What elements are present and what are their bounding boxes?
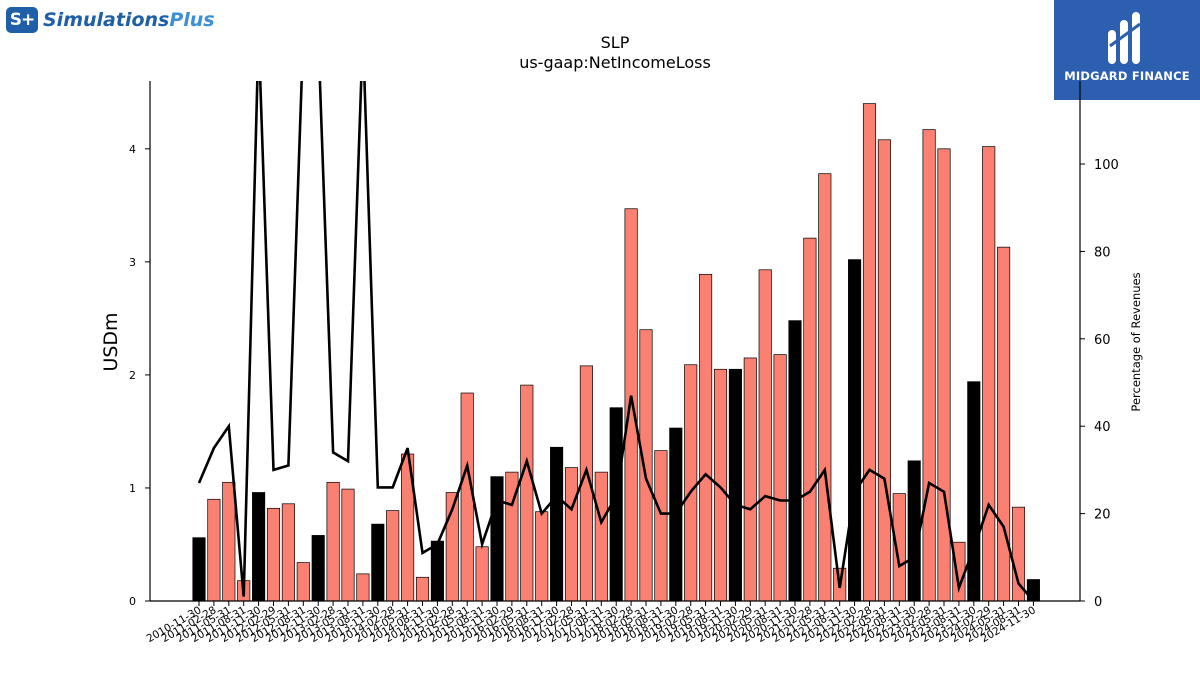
y2-axis-label: Percentage of Revenues <box>1129 272 1143 411</box>
y-tick-label-3: 3 <box>129 256 136 269</box>
bar-2011-11-30 <box>252 492 266 602</box>
bar-2012-02-29 <box>266 507 281 602</box>
y-tick-label-4: 4 <box>129 143 136 156</box>
bar-2015-05-31 <box>460 392 474 602</box>
midgard-finance-logo-text: MIDGARD FINANCE <box>1064 69 1190 83</box>
bar-2018-02-28 <box>624 208 638 602</box>
bar-2014-02-28 <box>386 510 400 602</box>
y-axis-label: USDm <box>100 312 122 371</box>
simulations-plus-logo: S+ SimulationsPlus <box>6 6 215 34</box>
axes: 012340204060801002010-11-302011-02-28201… <box>129 81 1119 645</box>
y2-tick-label-20: 20 <box>1094 508 1111 523</box>
y2-tick-label-80: 80 <box>1094 245 1111 260</box>
bar-2023-05-31 <box>937 148 951 602</box>
bar-2016-05-31 <box>520 384 534 602</box>
bar-2020-05-31 <box>758 269 772 602</box>
bar-2023-08-31 <box>952 541 966 602</box>
midgard-finance-logo: MIDGARD FINANCE <box>1054 0 1200 100</box>
bar-2023-11-30 <box>967 381 981 602</box>
y2-tick-label-100: 100 <box>1094 158 1119 173</box>
bar-2019-11-30 <box>728 368 742 602</box>
bar-2020-02-29 <box>743 357 757 602</box>
bar-2020-08-31 <box>773 354 787 602</box>
bar-2013-02-28 <box>326 481 340 602</box>
chart-title: SLP <box>601 33 630 52</box>
bar-2021-02-28 <box>803 237 817 602</box>
bar-2013-08-31 <box>356 573 370 602</box>
bar-2019-02-28 <box>684 364 698 602</box>
bar-2024-02-29 <box>982 146 996 602</box>
bar-2011-02-28 <box>207 498 221 602</box>
bar-2017-02-28 <box>564 467 579 602</box>
bar-2012-11-30 <box>311 535 325 602</box>
bar-2019-05-31 <box>699 273 713 602</box>
bar-2018-08-31 <box>654 450 668 602</box>
simulations-plus-logo-text: SimulationsPlus <box>43 9 215 31</box>
bar-2018-05-31 <box>639 329 653 602</box>
y-tick-label-2: 2 <box>129 369 136 382</box>
bar-2013-05-31 <box>341 488 355 602</box>
simulations-plus-logo-mark: S+ <box>6 7 38 33</box>
bar-2014-11-30 <box>430 540 444 602</box>
bar-2012-08-31 <box>296 562 310 602</box>
bar-2021-11-30 <box>848 259 862 602</box>
bar-2013-11-30 <box>371 523 385 602</box>
bar-2017-08-31 <box>594 471 608 602</box>
y2-tick-label-60: 60 <box>1094 333 1111 348</box>
y-tick-label-0: 0 <box>129 595 136 608</box>
bar-series <box>192 103 1040 602</box>
y2-tick-label-40: 40 <box>1094 420 1111 435</box>
logo-word-2: Plus <box>169 9 215 31</box>
percentage-line-layer <box>197 81 1035 601</box>
y2-tick-label-0: 0 <box>1094 595 1102 610</box>
percentage-of-revenues-line <box>197 81 1035 601</box>
bar-2023-02-28 <box>922 129 936 602</box>
bar-2016-08-31 <box>535 511 549 602</box>
bar-2012-05-31 <box>281 503 295 602</box>
bar-2015-11-30 <box>490 476 504 602</box>
bar-2010-11-30 <box>192 537 206 602</box>
midgard-finance-emblem-icon <box>1108 12 1141 64</box>
bar-2016-11-30 <box>550 446 564 602</box>
bar-2014-08-31 <box>415 576 430 602</box>
y-tick-label-1: 1 <box>129 482 136 495</box>
logo-word-1: Simulations <box>43 9 170 31</box>
chart-subtitle: us-gaap:NetIncomeLoss <box>519 53 711 72</box>
bar-2021-05-31 <box>818 173 832 602</box>
bar-2022-02-28 <box>862 103 877 602</box>
bar-2020-11-30 <box>788 320 802 602</box>
bar-2011-05-31 <box>222 481 236 602</box>
bar-2022-05-31 <box>877 139 891 602</box>
bar-2015-08-31 <box>475 546 489 602</box>
